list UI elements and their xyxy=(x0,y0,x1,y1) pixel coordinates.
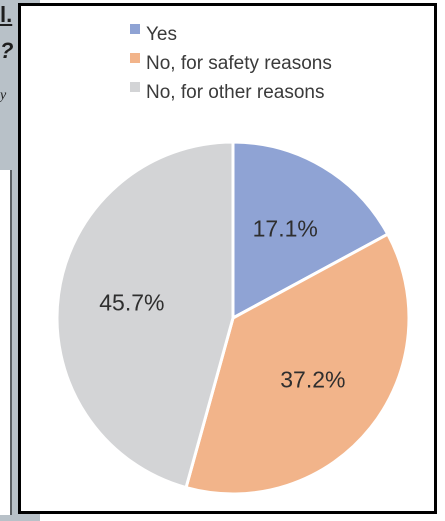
legend-label-2: No, for safety reasons xyxy=(146,53,332,74)
cropped-caption-fragment: y xyxy=(0,88,7,103)
legend-swatch-2 xyxy=(130,53,140,63)
cropped-question-fragment: ? xyxy=(0,38,14,63)
pie-slice-3 xyxy=(55,140,235,490)
legend-label-3: No, for other reasons xyxy=(146,82,324,103)
data-label-3: 45.7% xyxy=(99,289,164,315)
legend-swatch-3 xyxy=(130,82,140,92)
legend-label-1: Yes xyxy=(146,24,177,45)
data-label-2: 37.2% xyxy=(280,367,345,393)
pie-slice-2 xyxy=(184,232,411,496)
legend-swatch-1 xyxy=(130,24,140,34)
pie-slice-1 xyxy=(231,140,390,321)
data-label-1: 17.1% xyxy=(253,215,318,241)
background-inner-box xyxy=(0,170,12,515)
cropped-heading-fragment: l. xyxy=(0,2,13,27)
